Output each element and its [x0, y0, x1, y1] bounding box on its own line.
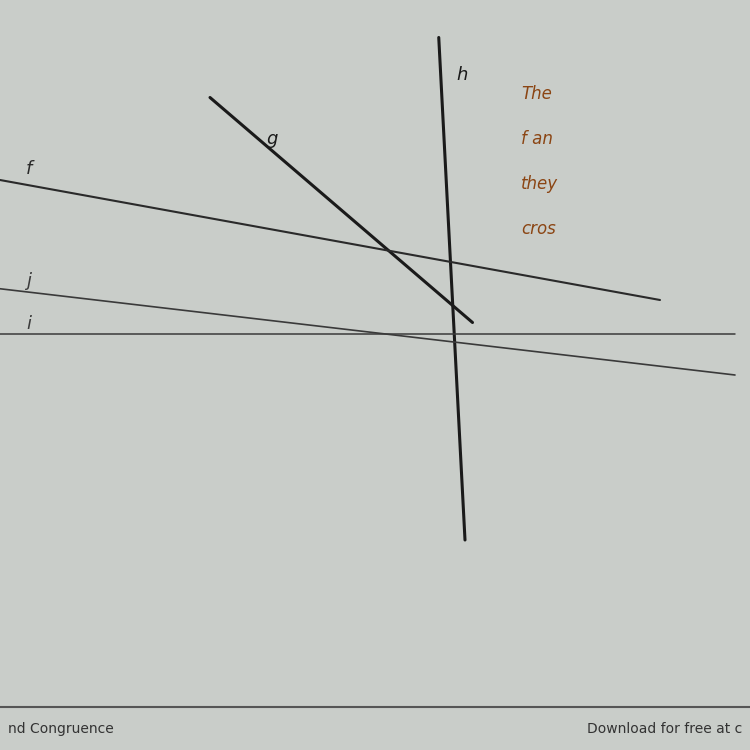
Text: they: they: [521, 175, 558, 193]
Text: The: The: [521, 85, 552, 103]
Text: Download for free at c: Download for free at c: [587, 722, 742, 736]
Text: h: h: [456, 66, 467, 84]
Text: g: g: [266, 130, 278, 148]
Text: i: i: [26, 315, 32, 333]
Text: j: j: [26, 272, 32, 290]
Text: cros: cros: [521, 220, 556, 238]
Text: f an: f an: [521, 130, 553, 148]
Text: f: f: [26, 160, 33, 178]
Text: nd Congruence: nd Congruence: [8, 722, 113, 736]
